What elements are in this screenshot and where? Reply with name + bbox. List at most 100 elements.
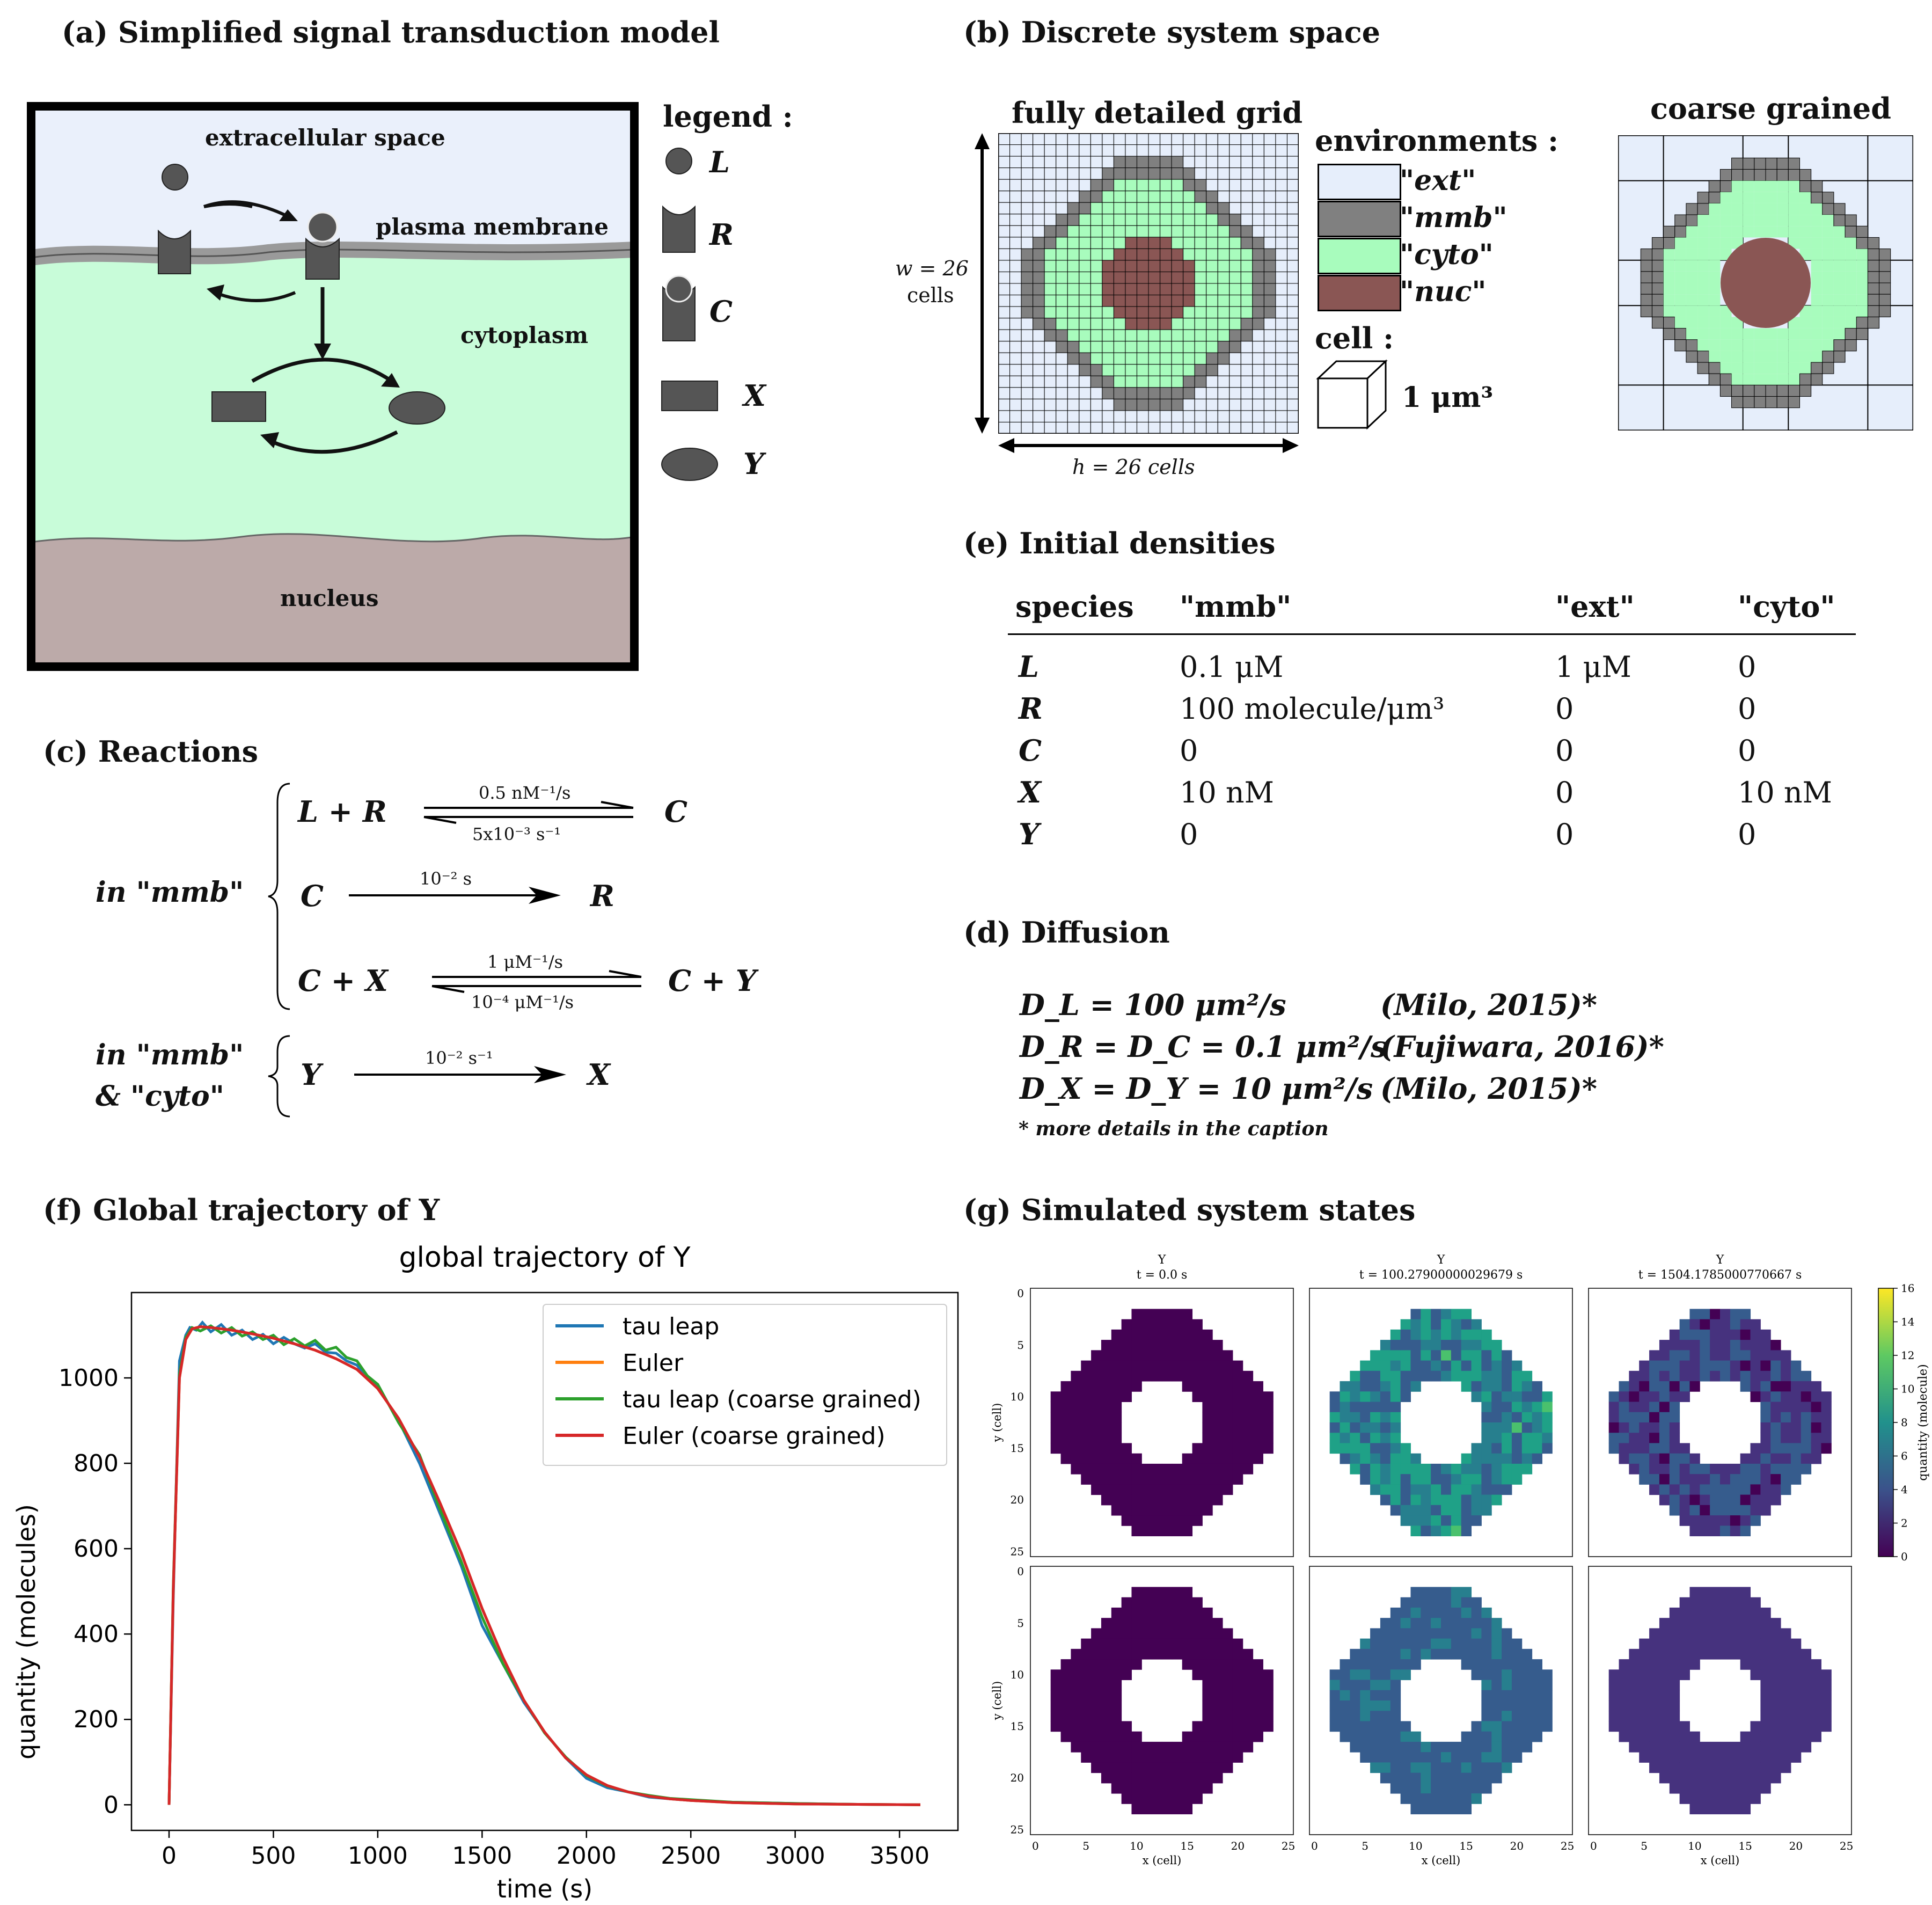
x-tick-label: 500 xyxy=(251,1842,296,1870)
group2-label-a: in "mmb" xyxy=(96,1039,244,1071)
diffusion-eq-2: D_R = D_C = 0.1 μm²/s xyxy=(1020,1030,1387,1064)
panel-e-title: (e) Initial densities xyxy=(963,526,1276,560)
x-tick-label: 0 xyxy=(1311,1840,1318,1852)
env-swatch-nuc xyxy=(1318,275,1401,311)
x-protein-icon xyxy=(661,381,718,411)
series-line-3 xyxy=(167,1325,921,1806)
x-tick-label: 10 xyxy=(1130,1840,1143,1852)
y-tick-label: 0 xyxy=(1017,1565,1024,1578)
legend-L: L xyxy=(709,145,730,179)
x-tick-label: 15 xyxy=(1738,1840,1752,1852)
w-label: w = 26 xyxy=(895,257,969,280)
brace-1 xyxy=(268,783,290,1010)
reaction4-arrow xyxy=(354,1066,566,1083)
colorbar xyxy=(1878,1288,1894,1557)
x-tick-label: 5 xyxy=(1082,1840,1089,1852)
x-tick-label: 20 xyxy=(1231,1840,1245,1852)
x-tick-label: 10 xyxy=(1409,1840,1422,1852)
cell-title: cell : xyxy=(1315,321,1394,355)
cube-icon xyxy=(1316,359,1388,430)
reaction1-equilibrium-arrow xyxy=(423,801,634,824)
x-tick-label: 0 xyxy=(1590,1840,1597,1852)
env-swatch-cyto xyxy=(1318,238,1401,274)
reaction3-rev-rate: 10⁻⁴ μM⁻¹/s xyxy=(471,992,574,1012)
group2-label-b: & "cyto" xyxy=(96,1080,224,1113)
fully-detailed-grid xyxy=(998,133,1299,434)
col-ext: "ext" xyxy=(1555,589,1635,624)
subplot-time: t = 1504.1785000770667 s xyxy=(1638,1268,1802,1282)
diffusion-eq-3: D_X = D_Y = 10 μm²/s xyxy=(1020,1071,1373,1106)
h-arrow xyxy=(998,438,1299,453)
y-tick-label: 0 xyxy=(1017,1287,1024,1300)
env-cyto: "cyto" xyxy=(1400,238,1494,271)
legend-symbols xyxy=(661,148,718,481)
y-tick-label: 10 xyxy=(1011,1390,1024,1403)
reaction2-arrow xyxy=(349,887,561,904)
x-tick-label: 3000 xyxy=(765,1842,825,1870)
y-protein-icon xyxy=(661,448,718,481)
h-label: h = 26 cells xyxy=(1072,455,1195,479)
x-axis-label: x (cell) xyxy=(1143,1854,1182,1867)
y-tick-label: 200 xyxy=(74,1706,119,1733)
y-tick-label: 400 xyxy=(74,1621,119,1648)
reaction4-rate: 10⁻² s⁻¹ xyxy=(425,1048,493,1068)
env-ext: "ext" xyxy=(1400,164,1476,197)
col-species: species xyxy=(1015,589,1134,624)
reaction1-rev-rate: 5x10⁻³ s⁻¹ xyxy=(472,824,561,844)
state-subplot: 0 5 10 15 20 25 x (cell) xyxy=(1588,1566,1853,1867)
legend-entry: Euler xyxy=(623,1349,684,1377)
reaction3-rhs: C + Y xyxy=(668,964,757,998)
group1-label: in "mmb" xyxy=(96,876,244,909)
diffusion-eq-1: D_L = 100 μm²/s xyxy=(1020,988,1286,1022)
state-subplot: 0 0 5 5 10 10 15 15 20 20 25 25 x (cell) y (cell) xyxy=(991,1565,1295,1867)
y-tick-label: 15 xyxy=(1011,1720,1024,1733)
panel-f-title: (f) Global trajectory of Y xyxy=(43,1193,440,1227)
chart-ylabel: quantity (molecules) xyxy=(12,1504,41,1760)
initial-densities-table: species "mmb" "ext" "cyto" L 0.1 μM 1 μM 0 … xyxy=(1008,589,1856,855)
y-tick-label: 15 xyxy=(1011,1442,1024,1455)
colorbar-tick: 6 xyxy=(1901,1450,1908,1463)
colorbar-tick: 4 xyxy=(1901,1483,1908,1496)
x-tick-label: 25 xyxy=(1561,1840,1574,1852)
legend-Y: Y xyxy=(743,447,764,481)
diffusion-ref-2: (Fujiwara, 2016)* xyxy=(1380,1030,1664,1064)
env-swatch-mmb xyxy=(1318,201,1401,237)
legend-entry: tau leap (coarse grained) xyxy=(623,1386,921,1413)
region-cytoplasm: cytoplasm xyxy=(460,322,589,348)
colorbar-tick: 2 xyxy=(1901,1517,1908,1530)
y-tick-label: 10 xyxy=(1011,1668,1024,1681)
state-subplot: 0 5 10 15 20 25 Yt = 0.0 s y (cell) xyxy=(991,1253,1294,1558)
table-row: L 0.1 μM 1 μM 0 xyxy=(1019,649,1757,684)
reaction2-rhs: R xyxy=(590,879,614,913)
x-tick-label: 15 xyxy=(1459,1840,1473,1852)
panel-g-title: (g) Simulated system states xyxy=(963,1193,1416,1227)
x-tick-label: 0 xyxy=(1032,1840,1039,1852)
x-axis-label: x (cell) xyxy=(1422,1854,1461,1867)
reaction1-lhs: L + R xyxy=(298,794,387,829)
legend-entry: tau leap xyxy=(623,1313,719,1340)
table-row: R 100 molecule/μm³ 0 0 xyxy=(1019,691,1757,726)
plot-frame xyxy=(130,1291,959,1831)
y-tick-label: 25 xyxy=(1011,1823,1024,1836)
coarse-title: coarse grained xyxy=(1650,91,1891,126)
x-tick-label: 0 xyxy=(162,1842,177,1870)
state-subplot: 0 5 10 15 20 25 x (cell) xyxy=(1309,1566,1574,1867)
legend-title: legend : xyxy=(663,99,793,134)
state-subplot: Yt = 1504.1785000770667 s xyxy=(1588,1253,1852,1557)
panel-c-title: (c) Reactions xyxy=(43,734,259,769)
x-tick-label: 2500 xyxy=(661,1842,721,1870)
chart-title: global trajectory of Y xyxy=(399,1242,690,1274)
y-tick-label: 5 xyxy=(1017,1617,1024,1630)
legend-entry: Euler (coarse grained) xyxy=(623,1422,885,1450)
colorbar-tick: 10 xyxy=(1901,1383,1914,1396)
subplot-time: t = 100.27900000029679 s xyxy=(1359,1268,1523,1282)
transduction-model-diagram xyxy=(27,102,639,671)
y-tick-label: 20 xyxy=(1011,1493,1024,1506)
ligand-icon xyxy=(665,148,692,174)
receptor-icon xyxy=(662,205,696,253)
x-tick-label: 25 xyxy=(1840,1840,1853,1852)
legend-C: C xyxy=(709,294,733,329)
panel-a-title: (a) Simplified signal transduction model xyxy=(62,15,720,49)
col-mmb: "mmb" xyxy=(1180,589,1292,624)
